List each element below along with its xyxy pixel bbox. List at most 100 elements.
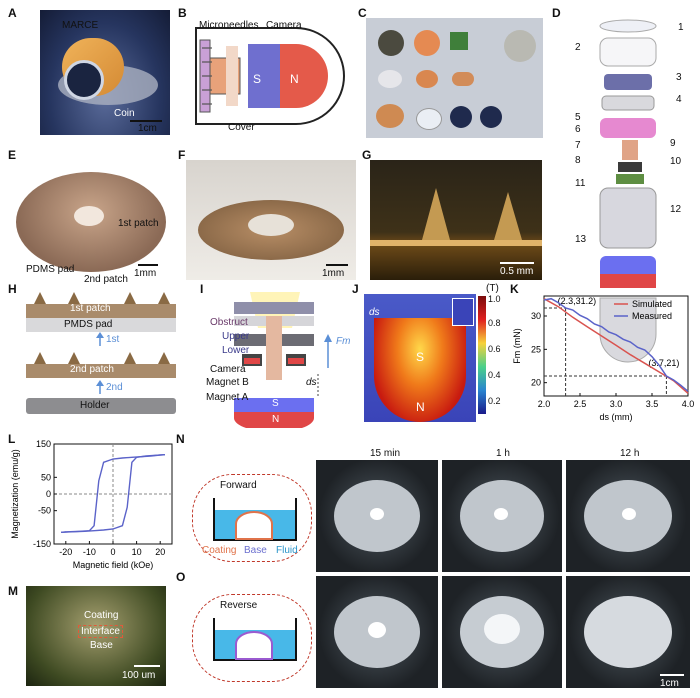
panel-g-scale-label: 0.5 mm	[500, 266, 534, 277]
component-sleeve	[376, 104, 404, 128]
cover-label: Cover	[228, 122, 255, 133]
panel-l-chart: -20 -10 0 10 20 150 50 0 -50 -150 Magnetic field (…	[10, 439, 173, 570]
panel-h-diagram	[26, 292, 176, 414]
l-xtick-label: 20	[155, 547, 165, 557]
panel-b-label: B	[178, 6, 187, 20]
panel-i-label: I	[200, 282, 204, 296]
k-ytick-label: 25	[531, 344, 541, 354]
part-2: 2	[575, 42, 581, 53]
microneedles-label: Microneedles	[199, 20, 259, 31]
l-ytick-label: 50	[41, 472, 51, 482]
panel-f-scale-label: 1mm	[322, 268, 345, 279]
part-6: 6	[575, 124, 581, 135]
n-mode-label: Forward	[220, 480, 257, 491]
n-base-label: Base	[244, 545, 267, 556]
component-sphere-dark	[378, 30, 404, 56]
panel-c-photo	[366, 18, 543, 138]
component-lens	[416, 108, 442, 130]
part-10: 10	[670, 156, 682, 167]
i-upper-label: Upper	[222, 331, 250, 342]
needle-shapes	[370, 188, 542, 246]
panel-d-label: D	[552, 6, 561, 20]
part-3: 3	[676, 72, 682, 83]
i-camera-label: Camera	[210, 364, 246, 375]
m-base-label: Base	[90, 640, 113, 651]
o-photo-1h	[442, 576, 562, 688]
i-s-label: S	[272, 398, 279, 409]
l-ytick-label: 0	[46, 489, 51, 499]
component-sphere-orange	[414, 30, 440, 56]
camera-label: Camera	[266, 20, 302, 31]
panel-a-scale-label: 1cm	[138, 123, 157, 134]
magnet-s-label: S	[253, 72, 262, 86]
panel-m-scale-label: 100 um	[122, 670, 156, 681]
m-coating-label: Coating	[84, 610, 119, 621]
panel-c-label: C	[358, 6, 367, 20]
panel-g-label: G	[362, 148, 372, 162]
patch-center-hole	[74, 206, 104, 226]
n-photo-12h	[566, 460, 690, 572]
j-tick-2: 0.8	[488, 318, 501, 328]
k-legend-label: Simulated	[632, 299, 672, 309]
k-series-line-measured	[543, 297, 689, 392]
panel-g-photo	[370, 160, 542, 280]
k-annotation-label: (3.7,21)	[648, 358, 679, 368]
panel-e-scale-label: 1mm	[134, 268, 157, 279]
pdms-pad-label: PDMS pad	[26, 264, 75, 275]
part-11: 11	[575, 178, 586, 189]
o-photo-12h	[566, 576, 690, 688]
component-ring-orange	[416, 70, 438, 88]
j-s-label: S	[416, 350, 425, 364]
h-patch1-label: 1st patch	[70, 303, 111, 314]
coin-label: Coin	[114, 108, 135, 119]
i-magnet-b-label: Magnet B	[206, 377, 249, 388]
l-xtick-label: 0	[110, 547, 115, 557]
field-inset	[452, 298, 474, 326]
j-unit-label: (T)	[486, 283, 499, 294]
panel-k-chart: 2.0 2.5 3.0 3.5 4.0 20 25 30 (2.3,31.2) (3.7,21) S…	[512, 295, 695, 422]
patch2-label: 2nd patch	[84, 274, 128, 285]
capsule	[368, 622, 386, 638]
component-magnet-dark-2	[480, 106, 502, 128]
time-1h: 1 h	[496, 448, 510, 459]
k-ytick-label: 20	[531, 378, 541, 388]
panel-f-photo	[186, 160, 356, 280]
i-lower-label: Lower	[222, 345, 250, 356]
panel-e-photo	[8, 162, 170, 280]
part-7: 7	[575, 140, 581, 151]
j-tick-4: 0.4	[488, 370, 501, 380]
panel-j-label: J	[352, 282, 359, 296]
i-ds-label: ds	[306, 377, 317, 388]
n-coating-label: Coating	[202, 545, 237, 556]
k-xtick-label: 2.0	[538, 399, 551, 409]
o-photo-15min	[316, 576, 438, 688]
h-holder-label: Holder	[80, 400, 110, 411]
marce-label: MARCE	[62, 20, 99, 31]
n-schematic	[213, 498, 297, 541]
i-fm-label: Fm	[336, 336, 351, 347]
part-1: 1	[678, 22, 684, 33]
part-5: 5	[575, 112, 581, 123]
k-legend-label: Measured	[632, 311, 672, 321]
k-xlabel: ds (mm)	[600, 412, 633, 422]
patch-hole-side	[248, 214, 294, 236]
l-ylabel: Magnetization (emu/g)	[10, 449, 20, 539]
panel-f-label: F	[178, 148, 186, 162]
l-ytick-label: -50	[38, 506, 51, 516]
j-ds-label: ds	[369, 307, 380, 318]
panel-a-scale-bar	[130, 120, 162, 122]
component-bracket	[452, 72, 474, 86]
panel-h-label: H	[8, 282, 17, 296]
j-tick-5: 0.2	[488, 396, 501, 406]
panel-n-label: N	[176, 432, 185, 446]
k-xtick-label: 4.0	[682, 399, 695, 409]
i-magnet-a-label: Magnet A	[206, 392, 249, 403]
time-15min: 15 min	[370, 448, 401, 459]
panel-e-label: E	[8, 148, 17, 162]
l-xtick-label: -10	[83, 547, 96, 557]
field-core	[374, 318, 466, 422]
h-step2-label: 2nd	[106, 382, 123, 393]
component-camera-board	[450, 32, 468, 50]
capsule-window	[64, 60, 104, 100]
j-n-label: N	[416, 400, 425, 414]
